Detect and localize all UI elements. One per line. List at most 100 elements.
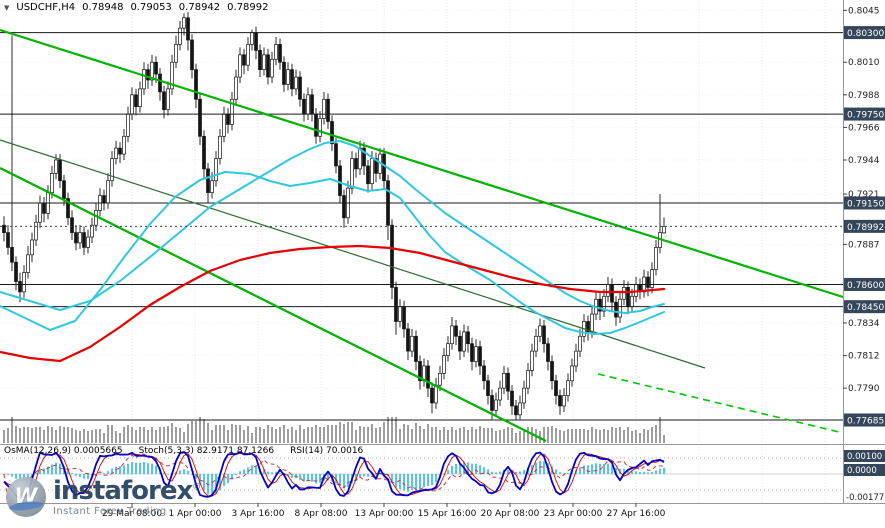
- osma-bar: [139, 462, 141, 474]
- candle: [538, 318, 542, 343]
- trendlines-layer: [0, 28, 844, 442]
- candle: [118, 142, 122, 163]
- osma-bar: [655, 470, 657, 474]
- price-axis[interactable]: 0.8045 0.8010 0.7988 0.7966 0.7944 0.7921 0.78…: [843, 6, 885, 503]
- candle: [102, 189, 106, 211]
- candle: [242, 48, 246, 75]
- chart-collapse-icon[interactable]: ▼: [4, 3, 10, 12]
- osma-bar: [579, 467, 581, 474]
- moving-averages-layer: [0, 140, 843, 363]
- time-axis-label: 15 Apr 16:00: [418, 509, 477, 519]
- ma-red: [0, 244, 666, 363]
- candle: [430, 382, 434, 414]
- osma-bar: [195, 474, 197, 479]
- osma-bar: [31, 474, 33, 476]
- price-badge-label: 0.79750: [847, 111, 884, 121]
- osma-bar: [131, 462, 133, 474]
- osma-bar: [475, 463, 477, 474]
- osma-label: OsMA(12,26,9) 0.0005665: [4, 446, 123, 456]
- osma-bar: [7, 474, 9, 476]
- osma-bar: [71, 472, 73, 474]
- candle: [474, 339, 478, 368]
- osma-bar: [623, 468, 625, 474]
- price-badge-label: 0.77685: [847, 417, 884, 427]
- candle: [394, 281, 398, 335]
- osma-bar: [491, 471, 493, 474]
- candle: [134, 88, 138, 116]
- time-axis[interactable]: 29 Mar 08:00 1 Apr 00:00 3 Apr 16:00 8 Apr …: [102, 503, 666, 519]
- osma-bar: [363, 474, 365, 477]
- rsi-line: [3, 453, 665, 501]
- candle: [10, 35, 14, 272]
- osma-bar: [447, 470, 449, 474]
- candle: [366, 160, 370, 193]
- indicator-pane[interactable]: [0, 451, 843, 501]
- osma-bar: [51, 464, 53, 474]
- bar-low-value: 0.78942: [178, 2, 221, 13]
- osma-bar: [395, 474, 397, 488]
- osma-bar: [615, 467, 617, 474]
- candle: [174, 35, 178, 69]
- candle: [558, 389, 562, 415]
- osma-bar: [99, 473, 101, 475]
- price-badge-label: 0.78450: [847, 303, 884, 313]
- instaforex-globe-icon: W: [6, 477, 46, 517]
- candle: [502, 365, 506, 395]
- rsi-label: RSI(14) 70.0016: [290, 446, 364, 456]
- candle: [330, 115, 334, 152]
- candle: [646, 271, 650, 297]
- osma-bar: [443, 474, 445, 475]
- osma-bar: [367, 474, 369, 477]
- candle: [86, 229, 90, 254]
- osma-bar: [243, 469, 245, 474]
- osma-bar: [103, 473, 105, 474]
- price-level-badge: [844, 26, 885, 40]
- candle: [398, 299, 402, 328]
- osma-bar: [59, 463, 61, 474]
- osma-bar: [219, 474, 221, 491]
- osma-bar: [563, 473, 565, 475]
- projection-dashed-line[interactable]: [597, 373, 844, 434]
- candle: [226, 108, 230, 134]
- osma-bar: [651, 472, 653, 474]
- candle: [530, 343, 534, 377]
- long-term-trendline[interactable]: [0, 139, 706, 369]
- grid-layer: [0, 0, 843, 503]
- price-level-badge: [844, 196, 885, 210]
- candle: [142, 62, 146, 95]
- candle: [258, 44, 262, 78]
- osma-bar: [107, 471, 109, 474]
- candle: [186, 11, 190, 51]
- time-axis-label: 1 Apr 00:00: [169, 509, 222, 519]
- candle: [2, 216, 6, 242]
- descending-channel-upper-line[interactable]: [0, 28, 844, 299]
- osma-bar: [507, 469, 509, 474]
- price-tick-label: 0.7887: [848, 240, 880, 250]
- osma-bar: [299, 474, 301, 480]
- candle: [182, 13, 186, 36]
- osma-bar: [279, 473, 281, 474]
- candle: [198, 93, 202, 146]
- indicator-axis-badge: [844, 450, 885, 462]
- time-axis-label: 13 Apr 00:00: [355, 509, 414, 519]
- price-tick-label: 0.7921: [848, 190, 880, 200]
- levels-layer: [0, 32, 843, 421]
- candle: [162, 85, 166, 119]
- descending-channel-lower-line[interactable]: [0, 167, 547, 442]
- symbol-name: USDCHF,H4: [16, 2, 76, 13]
- ma-cyan-slow: [0, 140, 665, 314]
- candle: [466, 325, 470, 353]
- candle: [418, 355, 422, 390]
- osma-bar: [627, 470, 629, 474]
- candle: [374, 152, 378, 183]
- volume-layer: [3, 417, 665, 443]
- osma-bar: [291, 474, 293, 478]
- candle: [122, 128, 126, 160]
- osma-bar: [183, 469, 185, 474]
- candle: [546, 337, 550, 371]
- osma-bar: [483, 467, 485, 474]
- candle: [306, 87, 310, 120]
- candle: [382, 148, 386, 190]
- osma-bar: [595, 463, 597, 474]
